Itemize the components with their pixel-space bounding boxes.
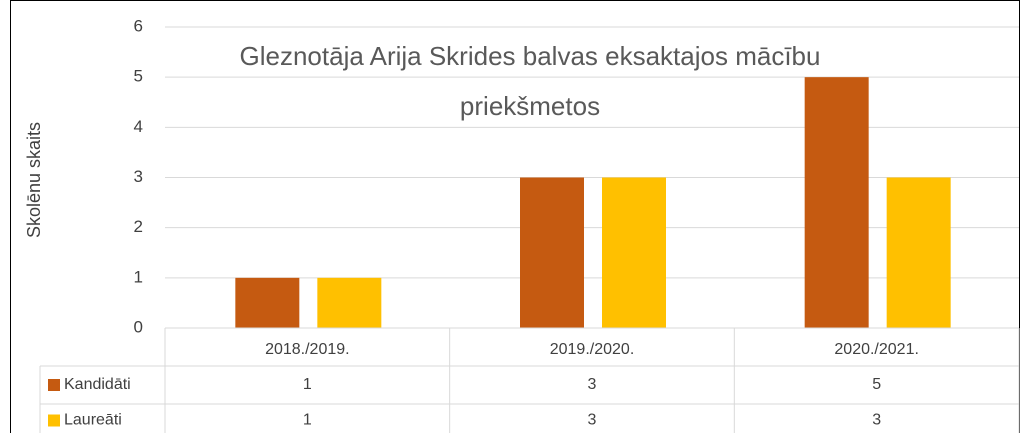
chart-title: Gleznotāja Arija Skrides balvas eksaktaj…: [240, 41, 821, 121]
table-value: 3: [588, 412, 597, 429]
bar: [317, 277, 382, 328]
table-value: 5: [872, 376, 881, 393]
y-tick-label: 4: [134, 117, 143, 136]
legend-swatch: [48, 414, 60, 427]
x-tick-label: 2019./2020.: [550, 341, 635, 358]
legend-label: Laureāti: [64, 412, 122, 429]
y-tick-label: 3: [134, 167, 143, 186]
bar: [520, 177, 584, 328]
x-tick-label: 2018./2019.: [265, 341, 350, 358]
table-value: 3: [872, 412, 881, 429]
x-tick-label: 2020./2021.: [834, 341, 919, 358]
y-tick-label: 6: [134, 16, 143, 35]
y-axis-label: Skolēnu skaits: [24, 122, 44, 238]
bar: [886, 177, 951, 328]
y-tick-label: 5: [134, 67, 143, 86]
y-tick-label: 1: [134, 267, 143, 286]
table-value: 1: [303, 376, 312, 393]
legend-swatch: [48, 379, 60, 391]
table-value: 1: [303, 412, 312, 429]
table-value: 3: [588, 376, 597, 393]
legend-label: Kandidāti: [64, 376, 131, 393]
y-tick-label: 2: [134, 217, 143, 236]
bar: [804, 77, 869, 329]
y-tick-label: 0: [134, 317, 143, 336]
bar: [602, 177, 666, 328]
bar: [235, 277, 300, 328]
